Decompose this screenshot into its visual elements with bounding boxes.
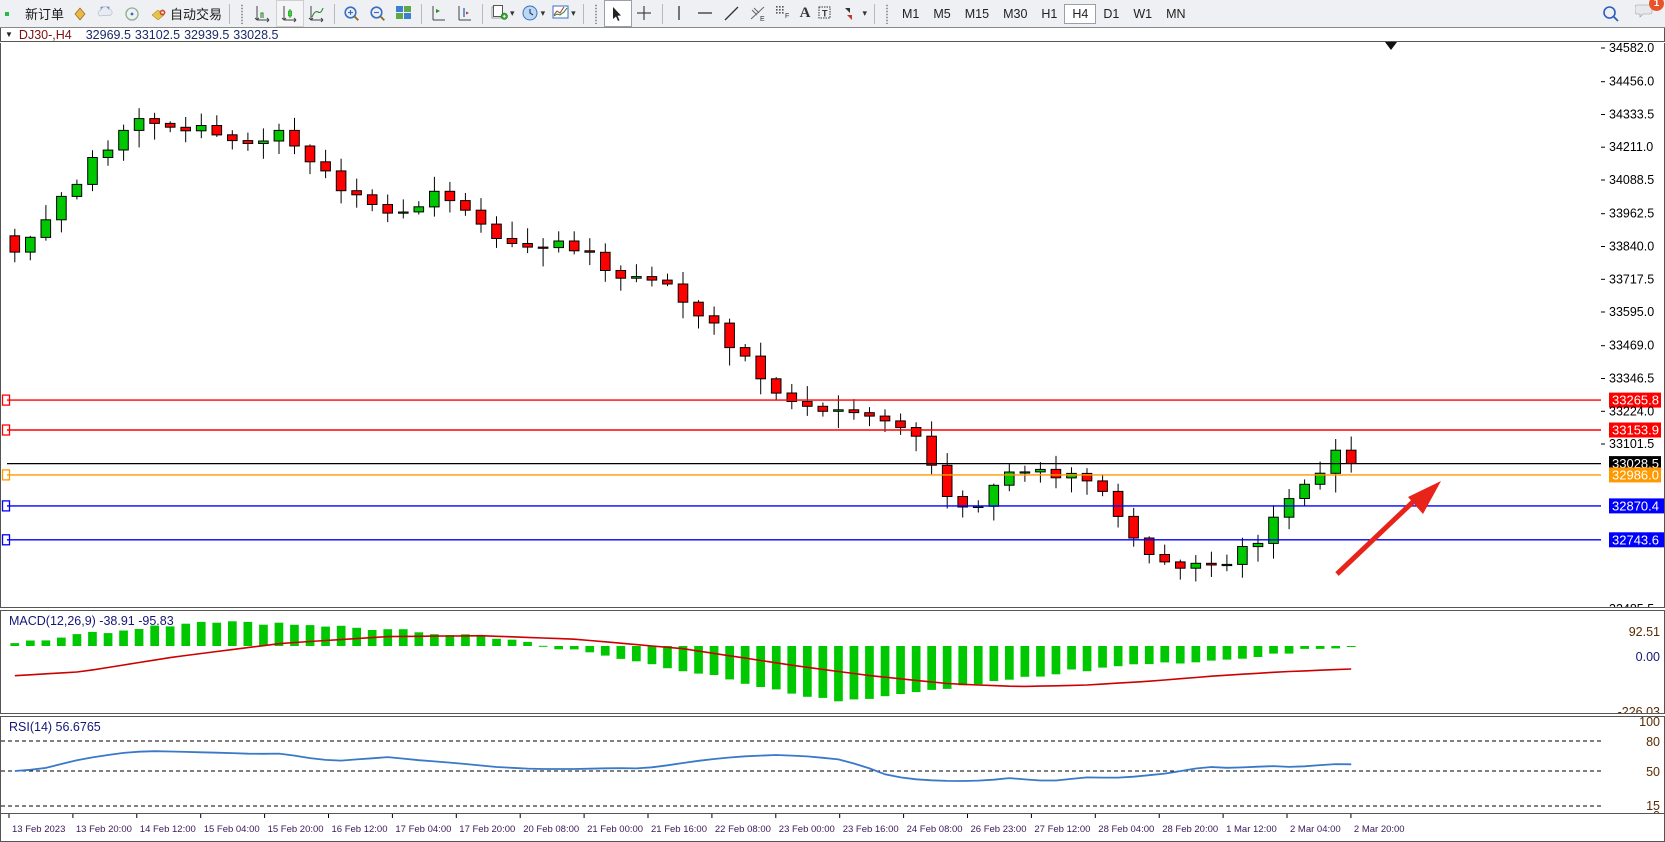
svg-text:15 Feb 20:00: 15 Feb 20:00 xyxy=(268,824,324,835)
svg-text:32870.4: 32870.4 xyxy=(1612,498,1659,513)
svg-text:27 Feb 12:00: 27 Feb 12:00 xyxy=(1034,824,1090,835)
svg-text:1 Mar 12:00: 1 Mar 12:00 xyxy=(1226,824,1277,835)
svg-text:16 Feb 12:00: 16 Feb 12:00 xyxy=(332,824,388,835)
svg-text:2 Mar 04:00: 2 Mar 04:00 xyxy=(1290,824,1341,835)
svg-text:34456.0: 34456.0 xyxy=(1609,75,1654,89)
svg-text:33469.0: 33469.0 xyxy=(1609,339,1654,353)
svg-text:17 Feb 20:00: 17 Feb 20:00 xyxy=(459,824,515,835)
svg-text:33224.0: 33224.0 xyxy=(1609,404,1654,418)
svg-text:MACD(12,26,9) -38.91 -95.83: MACD(12,26,9) -38.91 -95.83 xyxy=(9,614,174,628)
svg-text:14 Feb 12:00: 14 Feb 12:00 xyxy=(140,824,196,835)
svg-text:34582.0: 34582.0 xyxy=(1609,43,1654,55)
svg-text:33346.5: 33346.5 xyxy=(1609,372,1654,386)
svg-text:32986.0: 32986.0 xyxy=(1612,467,1659,482)
svg-text:13 Feb 20:00: 13 Feb 20:00 xyxy=(76,824,132,835)
svg-text:24 Feb 08:00: 24 Feb 08:00 xyxy=(907,824,963,835)
svg-text:23 Feb 16:00: 23 Feb 16:00 xyxy=(843,824,899,835)
svg-text:28 Feb 04:00: 28 Feb 04:00 xyxy=(1098,824,1154,835)
svg-text:20 Feb 08:00: 20 Feb 08:00 xyxy=(523,824,579,835)
svg-text:13 Feb 2023: 13 Feb 2023 xyxy=(12,824,65,835)
svg-text:23 Feb 00:00: 23 Feb 00:00 xyxy=(779,824,835,835)
svg-text:F: F xyxy=(785,13,789,20)
svg-text:34333.5: 34333.5 xyxy=(1609,108,1654,122)
svg-text:33595.0: 33595.0 xyxy=(1609,305,1654,319)
svg-text:33840.0: 33840.0 xyxy=(1609,240,1654,254)
svg-text:21 Feb 00:00: 21 Feb 00:00 xyxy=(587,824,643,835)
svg-text:2 Mar 20:00: 2 Mar 20:00 xyxy=(1354,824,1405,835)
svg-text:32743.6: 32743.6 xyxy=(1612,532,1659,547)
svg-text:32485.5: 32485.5 xyxy=(1609,602,1654,608)
svg-text:33101.5: 33101.5 xyxy=(1609,437,1654,451)
svg-text:15 Feb 04:00: 15 Feb 04:00 xyxy=(204,824,260,835)
svg-text:28 Feb 20:00: 28 Feb 20:00 xyxy=(1162,824,1218,835)
svg-text:E: E xyxy=(760,16,765,23)
svg-text:26 Feb 23:00: 26 Feb 23:00 xyxy=(971,824,1027,835)
svg-text:33962.5: 33962.5 xyxy=(1609,207,1654,221)
svg-text:T: T xyxy=(822,8,828,18)
svg-text:34088.5: 34088.5 xyxy=(1609,173,1654,187)
svg-text:34211.0: 34211.0 xyxy=(1609,140,1653,154)
svg-text:33717.5: 33717.5 xyxy=(1609,272,1654,286)
svg-text:33153.9: 33153.9 xyxy=(1612,423,1659,438)
svg-text:21 Feb 16:00: 21 Feb 16:00 xyxy=(651,824,707,835)
svg-text:17 Feb 04:00: 17 Feb 04:00 xyxy=(395,824,451,835)
svg-text:RSI(14) 56.6765: RSI(14) 56.6765 xyxy=(9,720,101,734)
svg-text:22 Feb 08:00: 22 Feb 08:00 xyxy=(715,824,771,835)
